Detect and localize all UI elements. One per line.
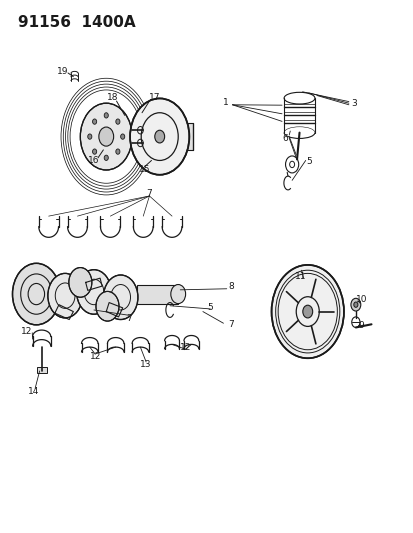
Circle shape [80,103,132,170]
Text: 8: 8 [228,282,234,291]
Text: 1: 1 [223,98,229,107]
Circle shape [93,149,97,154]
Circle shape [69,268,92,297]
Text: 7: 7 [126,314,131,323]
Circle shape [104,155,108,160]
Text: 6: 6 [282,134,287,143]
Circle shape [76,270,111,314]
Text: 3: 3 [351,99,356,108]
Bar [176,123,192,150]
Text: 12: 12 [180,343,191,352]
Text: 5: 5 [305,157,311,166]
Circle shape [96,292,119,321]
Text: 14: 14 [28,386,39,395]
Text: 18: 18 [107,93,118,102]
Circle shape [88,134,92,139]
Text: 9: 9 [358,321,363,330]
Text: 16: 16 [88,156,100,165]
Circle shape [116,149,120,154]
Text: 12: 12 [89,352,101,361]
Text: 19: 19 [56,67,68,76]
Text: 17: 17 [148,93,160,102]
Text: 7: 7 [146,189,152,198]
Text: 12: 12 [21,327,33,336]
Circle shape [103,275,138,319]
Circle shape [302,305,312,318]
Circle shape [353,302,357,308]
Text: 91156  1400A: 91156 1400A [18,14,135,30]
Text: 15: 15 [138,166,150,174]
Text: 11: 11 [294,271,306,280]
Circle shape [120,134,124,139]
Bar [37,367,47,373]
Circle shape [130,99,189,175]
Circle shape [48,273,82,318]
Text: 10: 10 [355,295,366,304]
Text: 7: 7 [228,320,233,329]
Circle shape [171,285,185,304]
Circle shape [350,298,360,311]
Bar [137,285,178,304]
Circle shape [271,265,343,358]
Text: 5: 5 [207,303,213,312]
Circle shape [93,119,97,124]
Circle shape [104,113,108,118]
Circle shape [12,263,60,325]
Circle shape [116,119,120,124]
Circle shape [154,130,164,143]
Circle shape [99,127,114,146]
Text: 13: 13 [140,360,152,369]
